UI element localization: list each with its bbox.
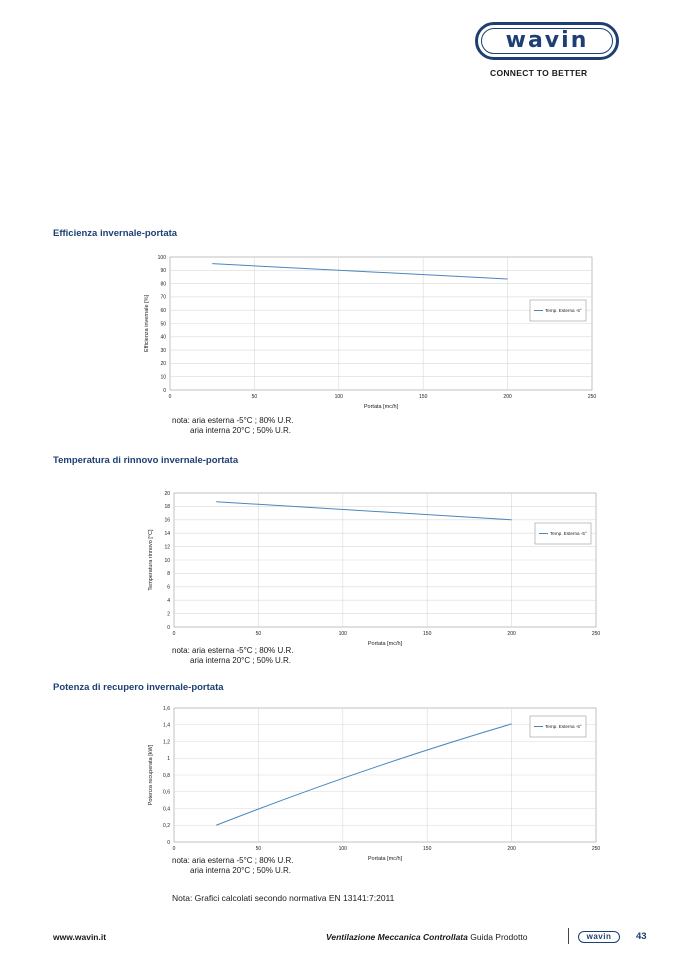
chart-3-ytick-label: 0,8	[163, 773, 170, 779]
chart-1-ytick-label: 20	[160, 361, 166, 367]
chart-2-ytick-label: 10	[164, 558, 170, 564]
chart-3-ytick-label: 1,6	[163, 706, 170, 712]
footer-title-rest: Guida Prodotto	[470, 932, 528, 942]
chart-3-ylabel: Potenza recuperata [kW]	[148, 744, 154, 805]
footer-title: Ventilazione Meccanica Controllata Guida…	[326, 932, 527, 942]
chart-2-xtick-label: 50	[256, 631, 262, 637]
footer-url[interactable]: www.wavin.it	[53, 932, 107, 942]
chart-1-series-line	[212, 263, 508, 280]
chart-3-ytick-label: 0,2	[163, 823, 170, 829]
footer-divider	[568, 928, 569, 944]
chart-1-legend-label: Temp. Esterna -5°	[545, 308, 582, 313]
chart-2-ytick-label: 6	[167, 585, 170, 591]
chart-3-xtick-label: 150	[423, 846, 432, 852]
chart-3-xtick-label: 0	[173, 846, 176, 852]
tagline: CONNECT TO BETTER	[490, 68, 588, 78]
chart-3-series-line	[216, 723, 512, 826]
chart-1-xtick-label: 250	[588, 394, 597, 400]
chart-3-note-line2: aria interna 20°C ; 50% U.R.	[190, 866, 292, 875]
chart-3-legend-label: Temp. Esterna -5°	[545, 724, 582, 729]
chart-1-note: nota: aria esterna -5°C ; 80% U.R. aria …	[172, 416, 293, 436]
chart-2-ylabel: Temperatura rinnovo [°C]	[148, 529, 154, 591]
chart-2-ytick-label: 8	[167, 571, 170, 577]
chart-2-ytick-label: 12	[164, 544, 170, 550]
chart-3-xtick-label: 50	[256, 846, 262, 852]
chart-2-ytick-label: 14	[164, 531, 170, 537]
chart-2-ytick-label: 18	[164, 504, 170, 510]
chart-3-xtick-label: 200	[507, 846, 516, 852]
chart-2-ytick-label: 2	[167, 611, 170, 617]
chart-2-legend-label: Temp. Esterna -5°	[550, 531, 587, 536]
wavin-logo-text: wavin	[481, 28, 613, 54]
chart-2-xtick-label: 100	[339, 631, 348, 637]
chart-1-note-line1: nota: aria esterna -5°C ; 80% U.R.	[172, 416, 294, 425]
chart-1-ytick-label: 0	[163, 388, 166, 394]
chart-3-ytick-label: 0,6	[163, 790, 170, 796]
chart-2-ytick-label: 20	[164, 491, 170, 497]
chart-1-ytick-label: 50	[160, 321, 166, 327]
chart-2-xtick-label: 150	[423, 631, 432, 637]
chart-3-xtick-label: 100	[339, 846, 348, 852]
chart-2-xtick-label: 200	[507, 631, 516, 637]
footer-title-bold: Ventilazione Meccanica Controllata	[326, 932, 468, 942]
chart-1-xtick-label: 0	[169, 394, 172, 400]
chart-2-title: Temperatura di rinnovo invernale-portata	[53, 455, 239, 466]
chart-1-ytick-label: 60	[160, 308, 166, 314]
chart-1-legend	[529, 299, 587, 322]
chart-2-legend	[534, 522, 592, 545]
chart-2-note-line1: nota: aria esterna -5°C ; 80% U.R.	[172, 646, 294, 655]
chart-2-note-line2: aria interna 20°C ; 50% U.R.	[190, 656, 292, 665]
page-number: 43	[636, 931, 647, 942]
chart-3-xlabel: Portata [mc/h]	[368, 856, 403, 862]
chart-1-xtick-label: 100	[335, 394, 344, 400]
chart-3-ytick-label: 0,4	[163, 806, 170, 812]
chart-1-ytick-label: 90	[160, 268, 166, 274]
chart-2-xtick-label: 250	[592, 631, 601, 637]
chart-3-title: Potenza di recupero invernale-portata	[53, 682, 224, 693]
chart-2-note: nota: aria esterna -5°C ; 80% U.R. aria …	[172, 646, 293, 666]
chart-1-ytick-label: 100	[158, 255, 167, 261]
chart-1-ytick-label: 80	[160, 281, 166, 287]
chart-1-ylabel: Efficienza invernale [%]	[144, 294, 150, 352]
chart-3-ytick-label: 1	[167, 756, 170, 762]
chart-3-ytick-label: 1,4	[163, 723, 170, 729]
chart-2-ytick-label: 0	[167, 625, 170, 631]
footer-wavin-logo: wavin	[578, 931, 620, 943]
chart-3-legend	[529, 715, 587, 738]
chart-2-ytick-label: 16	[164, 518, 170, 524]
chart-2-ytick-label: 4	[167, 598, 170, 604]
chart-1-xtick-label: 200	[503, 394, 512, 400]
chart-1-ytick-label: 40	[160, 335, 166, 341]
chart-2-series-line	[216, 501, 512, 521]
chart-1-note-line2: aria interna 20°C ; 50% U.R.	[190, 426, 292, 435]
chart-1-ytick-label: 30	[160, 348, 166, 354]
chart-3-note-line1: nota: aria esterna -5°C ; 80% U.R.	[172, 856, 294, 865]
chart-1-xtick-label: 50	[252, 394, 258, 400]
chart-2-xlabel: Portata [mc/h]	[368, 641, 403, 647]
chart-1-title: Efficienza invernale-portata	[53, 228, 178, 239]
chart-1-xtick-label: 150	[419, 394, 428, 400]
chart-3-ytick-label: 1,2	[163, 739, 170, 745]
wavin-logo: wavin	[475, 22, 619, 60]
chart-3-note: nota: aria esterna -5°C ; 80% U.R. aria …	[172, 856, 293, 876]
chart-2-xtick-label: 0	[173, 631, 176, 637]
chart-1-ytick-label: 10	[160, 375, 166, 381]
footnote: Nota: Grafici calcolati secondo normativ…	[172, 893, 395, 903]
chart-1-xlabel: Portata [mc/h]	[364, 404, 399, 410]
chart-1-ytick-label: 70	[160, 295, 166, 301]
chart-3-xtick-label: 250	[592, 846, 601, 852]
chart-3-ytick-label: 0	[167, 840, 170, 846]
